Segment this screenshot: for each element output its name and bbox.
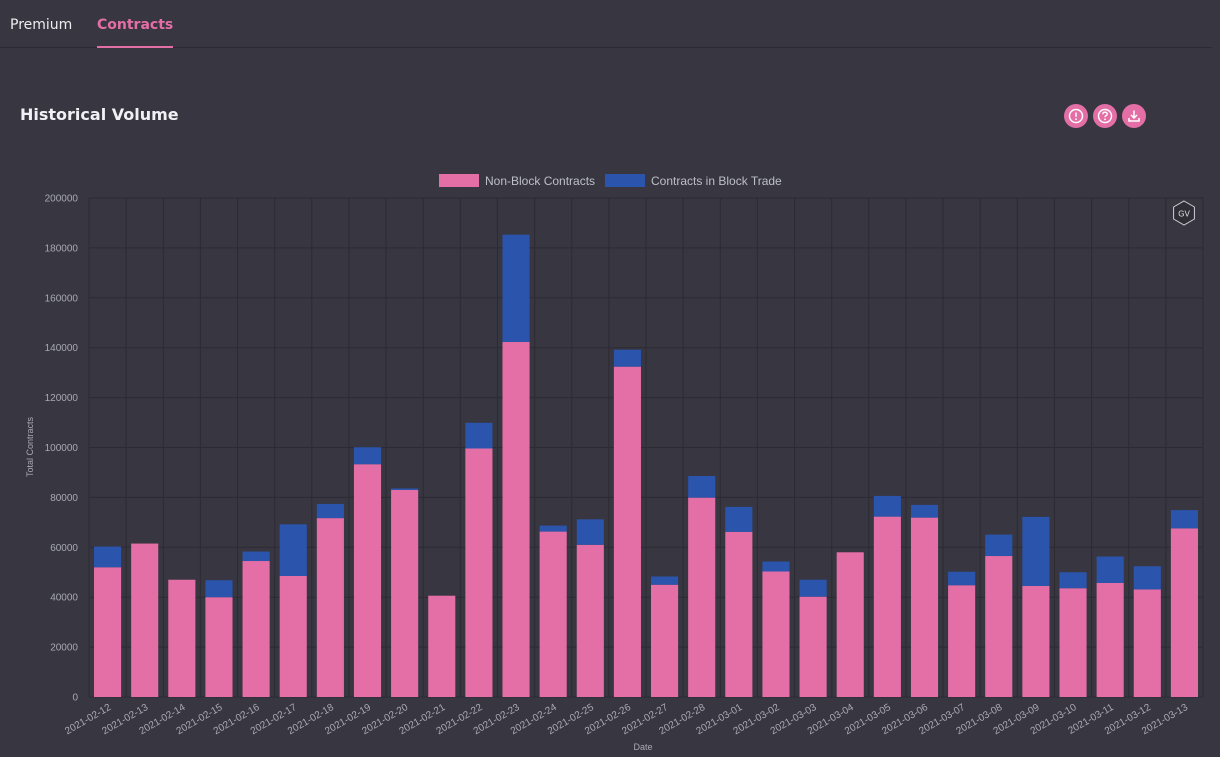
bar-non-block[interactable] [873, 516, 901, 697]
bar-block-trade[interactable] [948, 571, 976, 586]
y-tick-label: 20000 [50, 643, 78, 654]
help-icon [1097, 108, 1113, 124]
bar-non-block[interactable] [613, 366, 641, 697]
bar-block-trade[interactable] [910, 504, 939, 518]
y-tick-label: 60000 [50, 543, 78, 554]
y-axis-label: Total Contracts [25, 416, 35, 477]
y-tick-label: 140000 [45, 343, 79, 354]
bar-non-block[interactable] [948, 585, 976, 697]
legend-label[interactable]: Contracts in Block Trade [651, 174, 782, 188]
bar-non-block[interactable] [242, 561, 270, 697]
bar-non-block[interactable] [168, 579, 196, 697]
help-button[interactable] [1093, 104, 1117, 128]
bar-non-block[interactable] [910, 517, 939, 697]
bar-block-trade[interactable] [465, 422, 493, 449]
bar-block-trade[interactable] [688, 475, 716, 498]
legend-swatch[interactable] [605, 174, 645, 187]
bar-block-trade[interactable] [539, 525, 567, 532]
bar-block-trade[interactable] [1022, 516, 1050, 586]
bar-non-block[interactable] [836, 552, 864, 697]
info-icon [1068, 108, 1084, 124]
bar-block-trade[interactable] [94, 546, 122, 568]
volume-chart: Non-Block Contracts Contracts in Block Tr… [25, 174, 1204, 752]
bar-block-trade[interactable] [873, 495, 901, 517]
bar-block-trade[interactable] [242, 551, 270, 562]
bar-non-block[interactable] [205, 597, 233, 697]
bar-non-block[interactable] [94, 567, 122, 697]
bar-non-block[interactable] [316, 518, 344, 697]
bar-non-block[interactable] [1022, 585, 1050, 697]
watermark-text: GV [1178, 210, 1190, 219]
y-tick-label: 160000 [45, 293, 79, 304]
y-tick-label: 0 [72, 693, 78, 704]
y-tick-label: 200000 [45, 194, 79, 205]
bar-block-trade[interactable] [613, 349, 641, 367]
bar-non-block[interactable] [131, 543, 159, 697]
tab-bar: Premium Contracts [0, 0, 1212, 48]
bar-block-trade[interactable] [205, 580, 233, 598]
bar-non-block[interactable] [985, 556, 1013, 697]
bar-block-trade[interactable] [353, 447, 382, 465]
bar-block-trade[interactable] [1170, 510, 1198, 529]
watermark-badge: GV [1173, 200, 1195, 226]
bar-non-block[interactable] [799, 596, 827, 697]
bar-non-block[interactable] [502, 341, 530, 697]
info-button[interactable] [1064, 104, 1088, 128]
bar-block-trade[interactable] [1096, 556, 1124, 583]
bar-non-block[interactable] [1133, 589, 1161, 697]
bar-block-trade[interactable] [316, 503, 344, 519]
bar-non-block[interactable] [539, 531, 567, 697]
tab-premium[interactable]: Premium [10, 17, 73, 33]
bar-non-block[interactable] [465, 448, 493, 697]
bar-non-block[interactable] [1059, 588, 1087, 697]
bar-non-block[interactable] [762, 571, 790, 697]
bar-block-trade[interactable] [1059, 572, 1087, 589]
bar-block-trade[interactable] [1133, 566, 1161, 590]
bar-block-trade[interactable] [762, 561, 790, 572]
bar-non-block[interactable] [651, 584, 679, 697]
bar-block-trade[interactable] [576, 519, 604, 545]
x-axis-label: Date [633, 742, 652, 752]
bar-block-trade[interactable] [799, 579, 827, 597]
section-title: Historical Volume [20, 105, 179, 124]
bar-non-block[interactable] [1170, 528, 1198, 697]
bar-non-block[interactable] [279, 575, 307, 697]
bar-non-block[interactable] [428, 595, 456, 697]
y-tick-label: 180000 [45, 243, 79, 254]
bar-non-block[interactable] [391, 489, 419, 697]
y-tick-label: 40000 [50, 593, 78, 604]
bar-block-trade[interactable] [725, 506, 753, 532]
bars [94, 234, 1198, 697]
legend-label[interactable]: Non-Block Contracts [485, 174, 595, 188]
bar-block-trade[interactable] [391, 488, 419, 490]
bar-non-block[interactable] [576, 544, 604, 697]
y-tick-label: 100000 [45, 443, 79, 454]
bar-block-trade[interactable] [651, 576, 679, 585]
download-icon [1128, 110, 1140, 122]
bar-non-block[interactable] [688, 497, 716, 697]
bar-block-trade[interactable] [502, 234, 530, 342]
bar-block-trade[interactable] [279, 524, 307, 576]
bar-non-block[interactable] [725, 531, 753, 697]
bar-block-trade[interactable] [985, 534, 1013, 557]
grid [88, 197, 1204, 698]
download-button[interactable] [1122, 104, 1146, 128]
legend-swatch[interactable] [439, 174, 479, 187]
tab-contracts[interactable]: Contracts [97, 0, 174, 48]
y-axis-ticks: 0 20000 40000 60000 80000 100000 120000 140000 1… [45, 194, 79, 704]
legend: Non-Block Contracts Contracts in Block Tr… [439, 174, 782, 188]
y-tick-label: 80000 [50, 493, 78, 504]
bar-non-block[interactable] [1096, 582, 1124, 697]
y-tick-label: 120000 [45, 393, 79, 404]
x-axis-ticks: 2021-02-122021-02-132021-02-142021-02-15… [63, 702, 1190, 737]
bar-non-block[interactable] [353, 464, 382, 697]
